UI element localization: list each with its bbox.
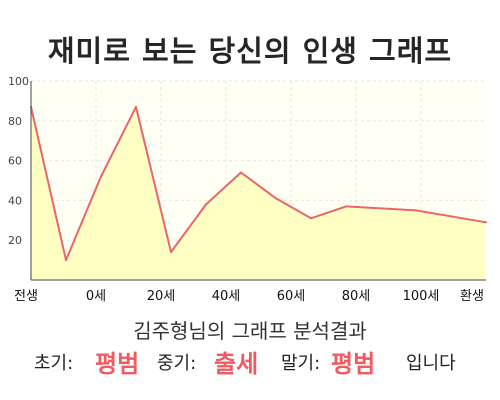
life-chart: 20 40 60 80 100 전생 0세 20세 40세 60세 80세 100세 환생 bbox=[8, 75, 487, 302]
late-value: 평범 bbox=[331, 350, 376, 378]
data-point bbox=[450, 215, 452, 218]
x-tick-label: 80세 bbox=[342, 289, 371, 302]
series-area bbox=[31, 106, 486, 281]
analysis-subtitle: 김주형님의 그래프 분석결과 bbox=[133, 319, 367, 343]
late-label: 말기: bbox=[281, 353, 321, 374]
data-point bbox=[205, 203, 207, 206]
data-point bbox=[415, 209, 417, 212]
early-value: 평범 bbox=[95, 350, 140, 378]
data-point bbox=[485, 221, 487, 224]
chart-title: 재미로 보는 당신의 인생 그래프 bbox=[47, 34, 453, 68]
y-tick-label: 40 bbox=[8, 194, 22, 207]
x-tick-label: 0세 bbox=[86, 289, 106, 302]
middle-label: 중기: bbox=[157, 353, 197, 374]
x-tick-label: 100세 bbox=[403, 289, 440, 302]
y-tick-label: 20 bbox=[8, 234, 22, 247]
early-label: 초기: bbox=[34, 353, 74, 374]
middle-value: 출세 bbox=[214, 350, 259, 378]
data-point bbox=[135, 105, 137, 108]
x-tick-label: 40세 bbox=[212, 289, 241, 302]
ending-text: 입니다 bbox=[406, 353, 456, 374]
series-line bbox=[30, 105, 487, 262]
x-tick-label: 60세 bbox=[277, 289, 306, 302]
data-point bbox=[310, 217, 312, 220]
y-tick-label: 80 bbox=[8, 115, 22, 128]
data-point bbox=[345, 205, 347, 208]
data-point bbox=[240, 171, 242, 174]
x-tick-label: 20세 bbox=[147, 289, 176, 302]
data-point bbox=[380, 207, 382, 210]
x-tick-label: 전생 bbox=[14, 289, 38, 302]
x-tick-label: 환생 bbox=[460, 289, 484, 302]
data-point bbox=[100, 175, 102, 178]
data-point bbox=[65, 259, 67, 262]
y-tick-label: 60 bbox=[8, 155, 22, 168]
y-tick-label: 100 bbox=[8, 75, 29, 88]
data-point bbox=[275, 197, 277, 200]
data-point bbox=[170, 251, 172, 254]
